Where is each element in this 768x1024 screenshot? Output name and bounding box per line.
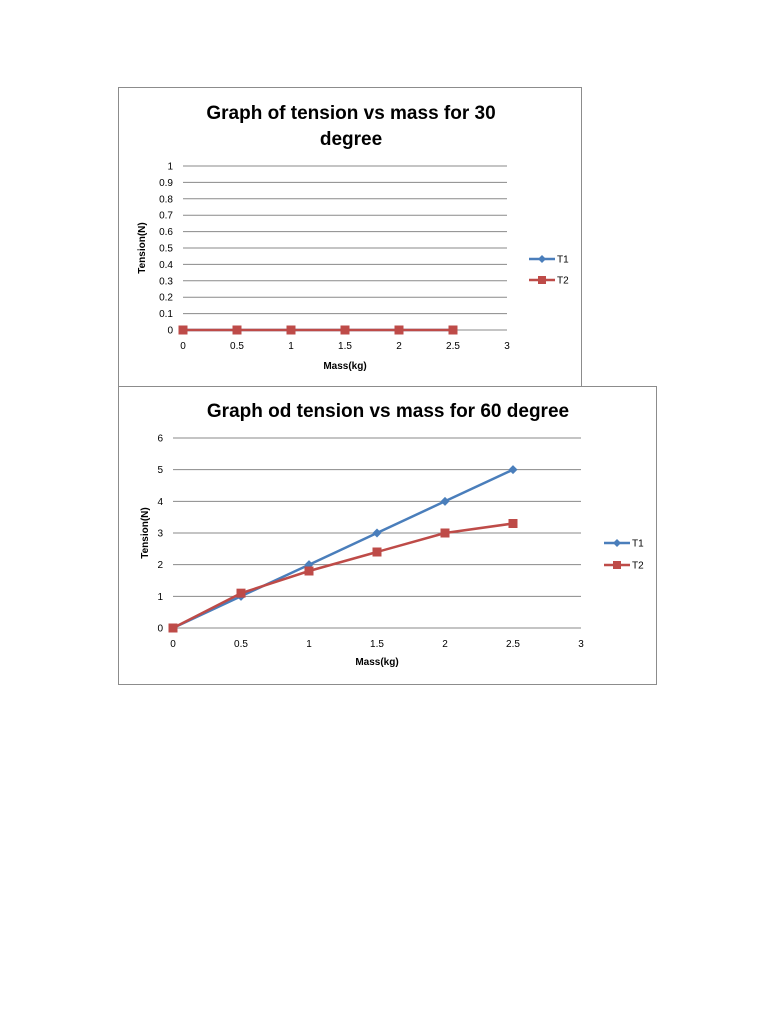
chart-30-legend-t1-label: T1	[557, 255, 569, 266]
chart-60-legend-t2-marker	[613, 561, 621, 569]
chart-60-legend-t1-marker	[613, 539, 621, 547]
chart-60-series-t2-point	[440, 528, 450, 538]
chart-60-y-tick-label: 3	[157, 529, 163, 540]
chart-30-x-axis-label: Mass(kg)	[323, 361, 366, 372]
chart-60-series-t1-point	[372, 528, 382, 538]
chart-60-degree: Graph od tension vs mass for 60 degree 0 1…	[118, 386, 657, 685]
chart-30-degree-svg: Graph of tension vs mass for 30 degree 0 0.…	[137, 103, 569, 372]
chart-30-x-tick-label: 1.5	[338, 341, 352, 352]
chart-60-title-line-1: Graph od tension vs mass for 60 degree	[207, 401, 569, 422]
chart-30-series-t2-point	[340, 325, 350, 335]
chart-60-degree-svg: Graph od tension vs mass for 60 degree 0 1…	[140, 401, 644, 668]
chart-30-series-t2-point	[178, 325, 188, 335]
chart-60-series-t2-point	[236, 588, 246, 598]
chart-30-series-t2-point	[286, 325, 296, 335]
chart-60-y-axis-label: Tension(N)	[140, 507, 151, 558]
chart-30-x-tick-label: 3	[504, 341, 510, 352]
chart-60-series-t1-point	[304, 560, 314, 570]
chart-30-y-tick-label: 0.5	[159, 244, 173, 255]
chart-30-y-tick-label: 0.9	[159, 178, 173, 189]
chart-60-series-t1-point	[440, 496, 450, 506]
chart-60-series-t1-point	[508, 465, 518, 475]
chart-30-x-tick-label: 2	[396, 341, 402, 352]
chart-30-y-tick-label: 0.3	[159, 276, 173, 287]
chart-30-y-tick-label: 0.4	[159, 260, 173, 271]
chart-30-x-tick-label: 0	[180, 341, 186, 352]
chart-30-y-tick-label: 0.8	[159, 194, 173, 205]
chart-30-y-tick-label: 1	[167, 162, 173, 173]
chart-30-series-t2-point	[448, 325, 458, 335]
chart-60-x-tick-label: 2.5	[506, 639, 520, 650]
chart-30-y-tick-label: 0	[167, 326, 173, 337]
chart-30-title-line-2: degree	[320, 129, 382, 150]
chart-60-y-tick-label: 1	[157, 592, 163, 603]
chart-30-legend-t2-label: T2	[557, 276, 569, 287]
chart-60-series-t2-point	[372, 547, 382, 557]
chart-60-x-tick-label: 2	[442, 639, 448, 650]
chart-60-series-t2-line	[172, 522, 514, 630]
chart-30-y-tick-label: 0.7	[159, 211, 173, 222]
chart-30-degree: Graph of tension vs mass for 30 degree 0 0.…	[118, 87, 582, 388]
chart-60-y-tick-label: 5	[157, 465, 163, 476]
chart-60-series-t1-line	[172, 468, 514, 630]
chart-30-x-tick-label: 1	[288, 341, 294, 352]
chart-60-y-tick-label: 2	[157, 560, 163, 571]
chart-60-x-axis-label: Mass(kg)	[355, 657, 398, 668]
chart-30-x-tick-label: 2.5	[446, 341, 460, 352]
chart-30-y-tick-label: 0.2	[159, 293, 173, 304]
chart-30-y-axis-label: Tension(N)	[137, 222, 148, 273]
chart-30-x-tick-label: 0.5	[230, 341, 244, 352]
chart-60-x-tick-label: 3	[578, 639, 584, 650]
chart-60-y-tick-label: 0	[157, 624, 163, 635]
chart-30-legend-t1-marker	[538, 255, 546, 263]
chart-30-series-t2-point	[232, 325, 242, 335]
chart-30-y-tick-label: 0.6	[159, 227, 173, 238]
chart-60-legend-t1-label: T1	[632, 539, 644, 550]
chart-60-series-t2-point	[304, 566, 314, 576]
chart-60-series-t2-point	[168, 623, 178, 633]
chart-30-legend-t2-marker	[538, 276, 546, 284]
chart-30-series-t2-point	[394, 325, 404, 335]
chart-60-x-tick-label: 1.5	[370, 639, 384, 650]
chart-60-legend-t2-label: T2	[632, 561, 644, 572]
chart-60-x-tick-label: 1	[306, 639, 312, 650]
chart-60-x-tick-label: 0.5	[234, 639, 248, 650]
chart-30-title-line-1: Graph of tension vs mass for 30	[206, 103, 495, 124]
chart-60-y-tick-label: 6	[157, 434, 163, 445]
chart-60-x-tick-label: 0	[170, 639, 176, 650]
chart-60-series-t2-point	[508, 519, 518, 528]
chart-30-y-tick-label: 0.1	[159, 309, 173, 320]
chart-60-y-tick-label: 4	[157, 497, 163, 508]
